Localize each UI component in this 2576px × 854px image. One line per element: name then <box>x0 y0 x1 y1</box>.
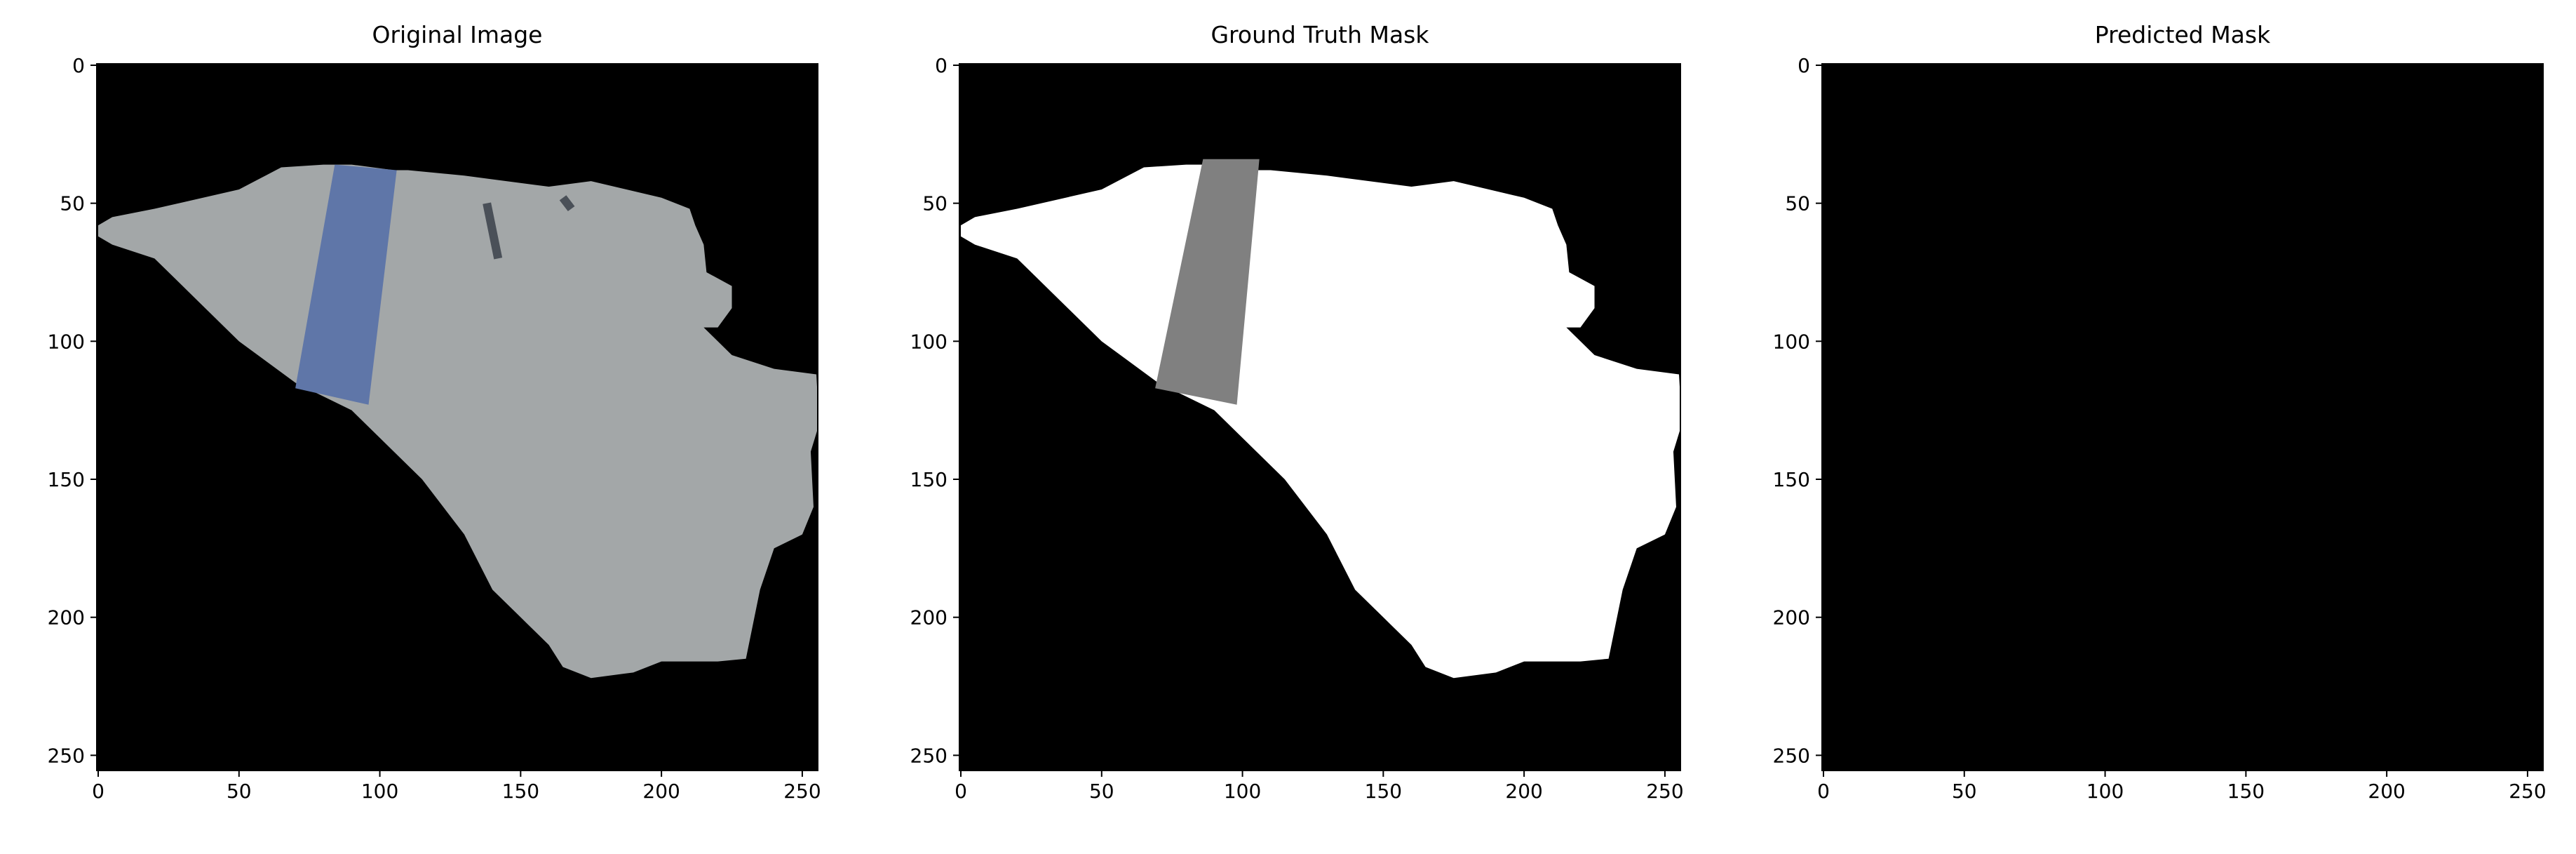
panel-title: Original Image <box>372 21 543 48</box>
image-background <box>1822 64 2543 770</box>
panel-title: Predicted Mask <box>2095 21 2271 48</box>
mask-region <box>961 164 1680 679</box>
x-tick-label: 100 <box>1224 780 1261 803</box>
y-tick-label: 200 <box>1773 606 1810 629</box>
y-tick-label: 200 <box>48 606 85 629</box>
specimen-marks <box>483 195 575 260</box>
y-tick-label: 150 <box>48 468 85 491</box>
x-tick-label: 250 <box>783 780 821 803</box>
x-tick-label: 250 <box>2509 780 2546 803</box>
y-tick-label: 100 <box>910 330 948 353</box>
x-tick-label: 50 <box>1952 780 1977 803</box>
x-tick-label: 50 <box>227 780 252 803</box>
x-tick-label: 200 <box>1505 780 1542 803</box>
x-tick-label: 0 <box>1817 780 1830 803</box>
x-tick-label: 0 <box>92 780 104 803</box>
x-tick-label: 0 <box>955 780 967 803</box>
y-tick-label: 200 <box>910 606 948 629</box>
axes-frame <box>96 63 818 771</box>
x-tick-label: 150 <box>502 780 539 803</box>
y-tick-label: 250 <box>910 744 948 767</box>
image-panel <box>1822 64 2543 770</box>
x-tick-label: 200 <box>642 780 680 803</box>
y-tick-label: 50 <box>60 192 85 215</box>
y-tick-label: 150 <box>910 468 948 491</box>
y-tick-label: 0 <box>72 54 85 77</box>
y-tick-label: 150 <box>1773 468 1810 491</box>
x-tick-label: 50 <box>1089 780 1114 803</box>
y-tick-label: 250 <box>1773 744 1810 767</box>
x-tick-label: 100 <box>361 780 398 803</box>
image-panel <box>97 64 818 770</box>
y-tick-label: 250 <box>48 744 85 767</box>
x-tick-label: 200 <box>2368 780 2405 803</box>
specimen <box>98 164 818 679</box>
mask-band <box>1155 159 1260 405</box>
panel-title: Ground Truth Mask <box>1211 21 1429 48</box>
x-tick-label: 150 <box>2227 780 2265 803</box>
y-tick-label: 0 <box>1798 54 1810 77</box>
image-panel <box>959 64 1680 770</box>
x-tick-label: 100 <box>2086 780 2124 803</box>
axes-frame <box>959 63 1681 771</box>
axes-frame <box>1821 63 2544 771</box>
y-tick-label: 50 <box>1785 192 1810 215</box>
y-tick-label: 100 <box>1773 330 1810 353</box>
y-tick-label: 0 <box>935 54 948 77</box>
y-tick-label: 100 <box>48 330 85 353</box>
y-tick-label: 50 <box>922 192 948 215</box>
x-tick-label: 150 <box>1365 780 1402 803</box>
band <box>295 164 397 405</box>
x-tick-label: 250 <box>1646 780 1683 803</box>
